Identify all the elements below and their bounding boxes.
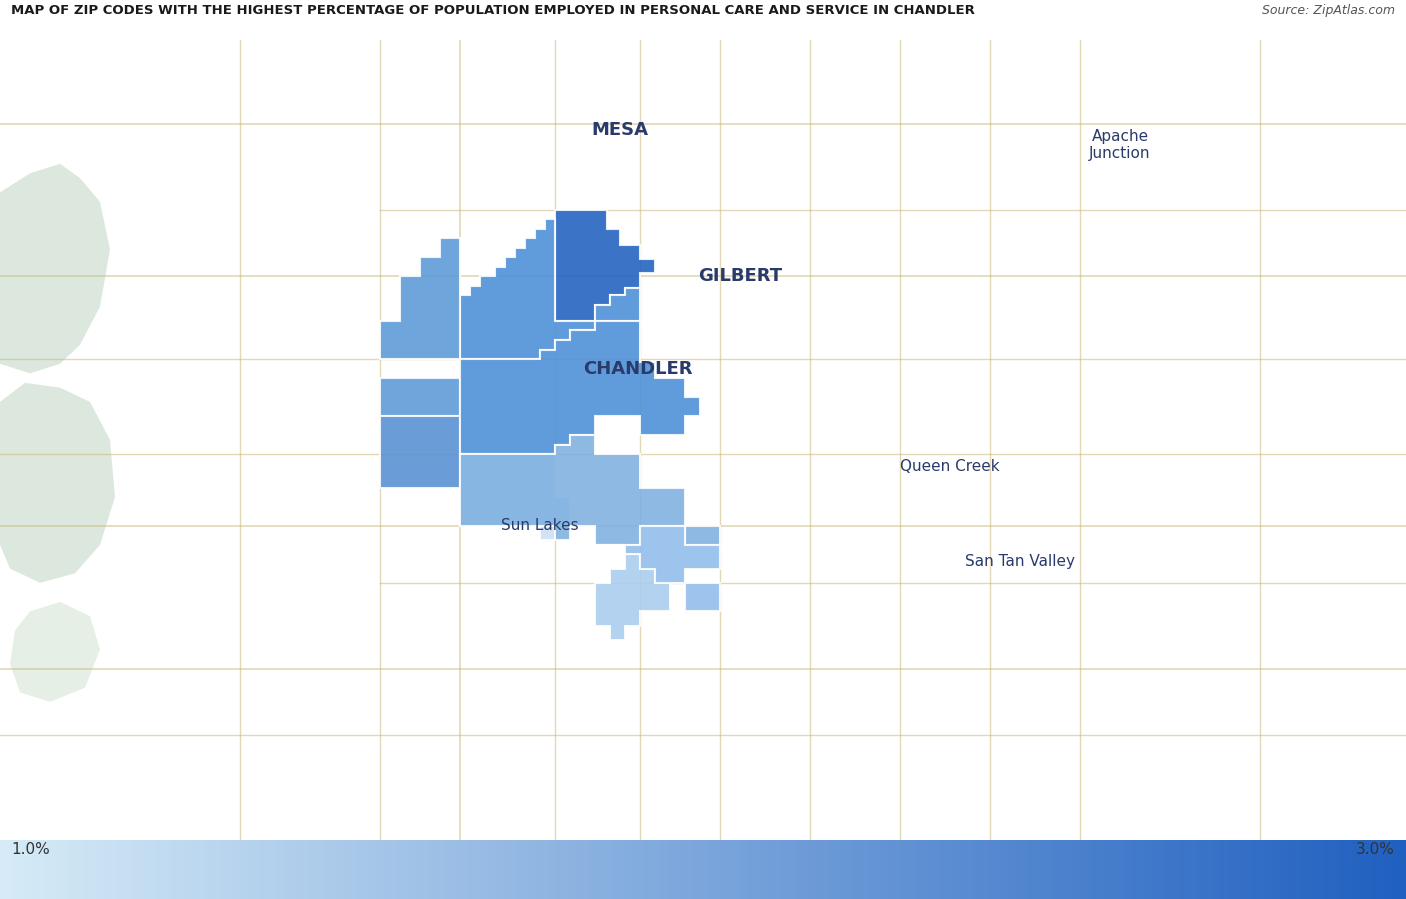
- Text: MESA: MESA: [592, 121, 648, 139]
- Text: GILBERT: GILBERT: [697, 267, 782, 285]
- Polygon shape: [0, 164, 110, 373]
- Polygon shape: [10, 602, 100, 702]
- Text: San Tan Valley: San Tan Valley: [965, 555, 1076, 569]
- Polygon shape: [595, 526, 720, 611]
- Polygon shape: [460, 219, 640, 359]
- Text: Queen Creek: Queen Creek: [900, 459, 1000, 474]
- Polygon shape: [380, 378, 460, 416]
- Text: Sun Lakes: Sun Lakes: [501, 518, 579, 533]
- Polygon shape: [380, 238, 460, 359]
- Text: MAP OF ZIP CODES WITH THE HIGHEST PERCENTAGE OF POPULATION EMPLOYED IN PERSONAL : MAP OF ZIP CODES WITH THE HIGHEST PERCEN…: [11, 4, 976, 17]
- Text: 3.0%: 3.0%: [1355, 842, 1395, 857]
- Text: CHANDLER: CHANDLER: [583, 360, 693, 378]
- Polygon shape: [0, 383, 115, 583]
- Text: Source: ZipAtlas.com: Source: ZipAtlas.com: [1261, 4, 1395, 17]
- Polygon shape: [460, 454, 569, 540]
- Polygon shape: [595, 555, 671, 640]
- Polygon shape: [460, 435, 720, 545]
- Polygon shape: [460, 321, 700, 454]
- Polygon shape: [555, 209, 655, 321]
- Polygon shape: [380, 416, 460, 487]
- Text: Apache
Junction: Apache Junction: [1090, 129, 1150, 161]
- Text: 1.0%: 1.0%: [11, 842, 51, 857]
